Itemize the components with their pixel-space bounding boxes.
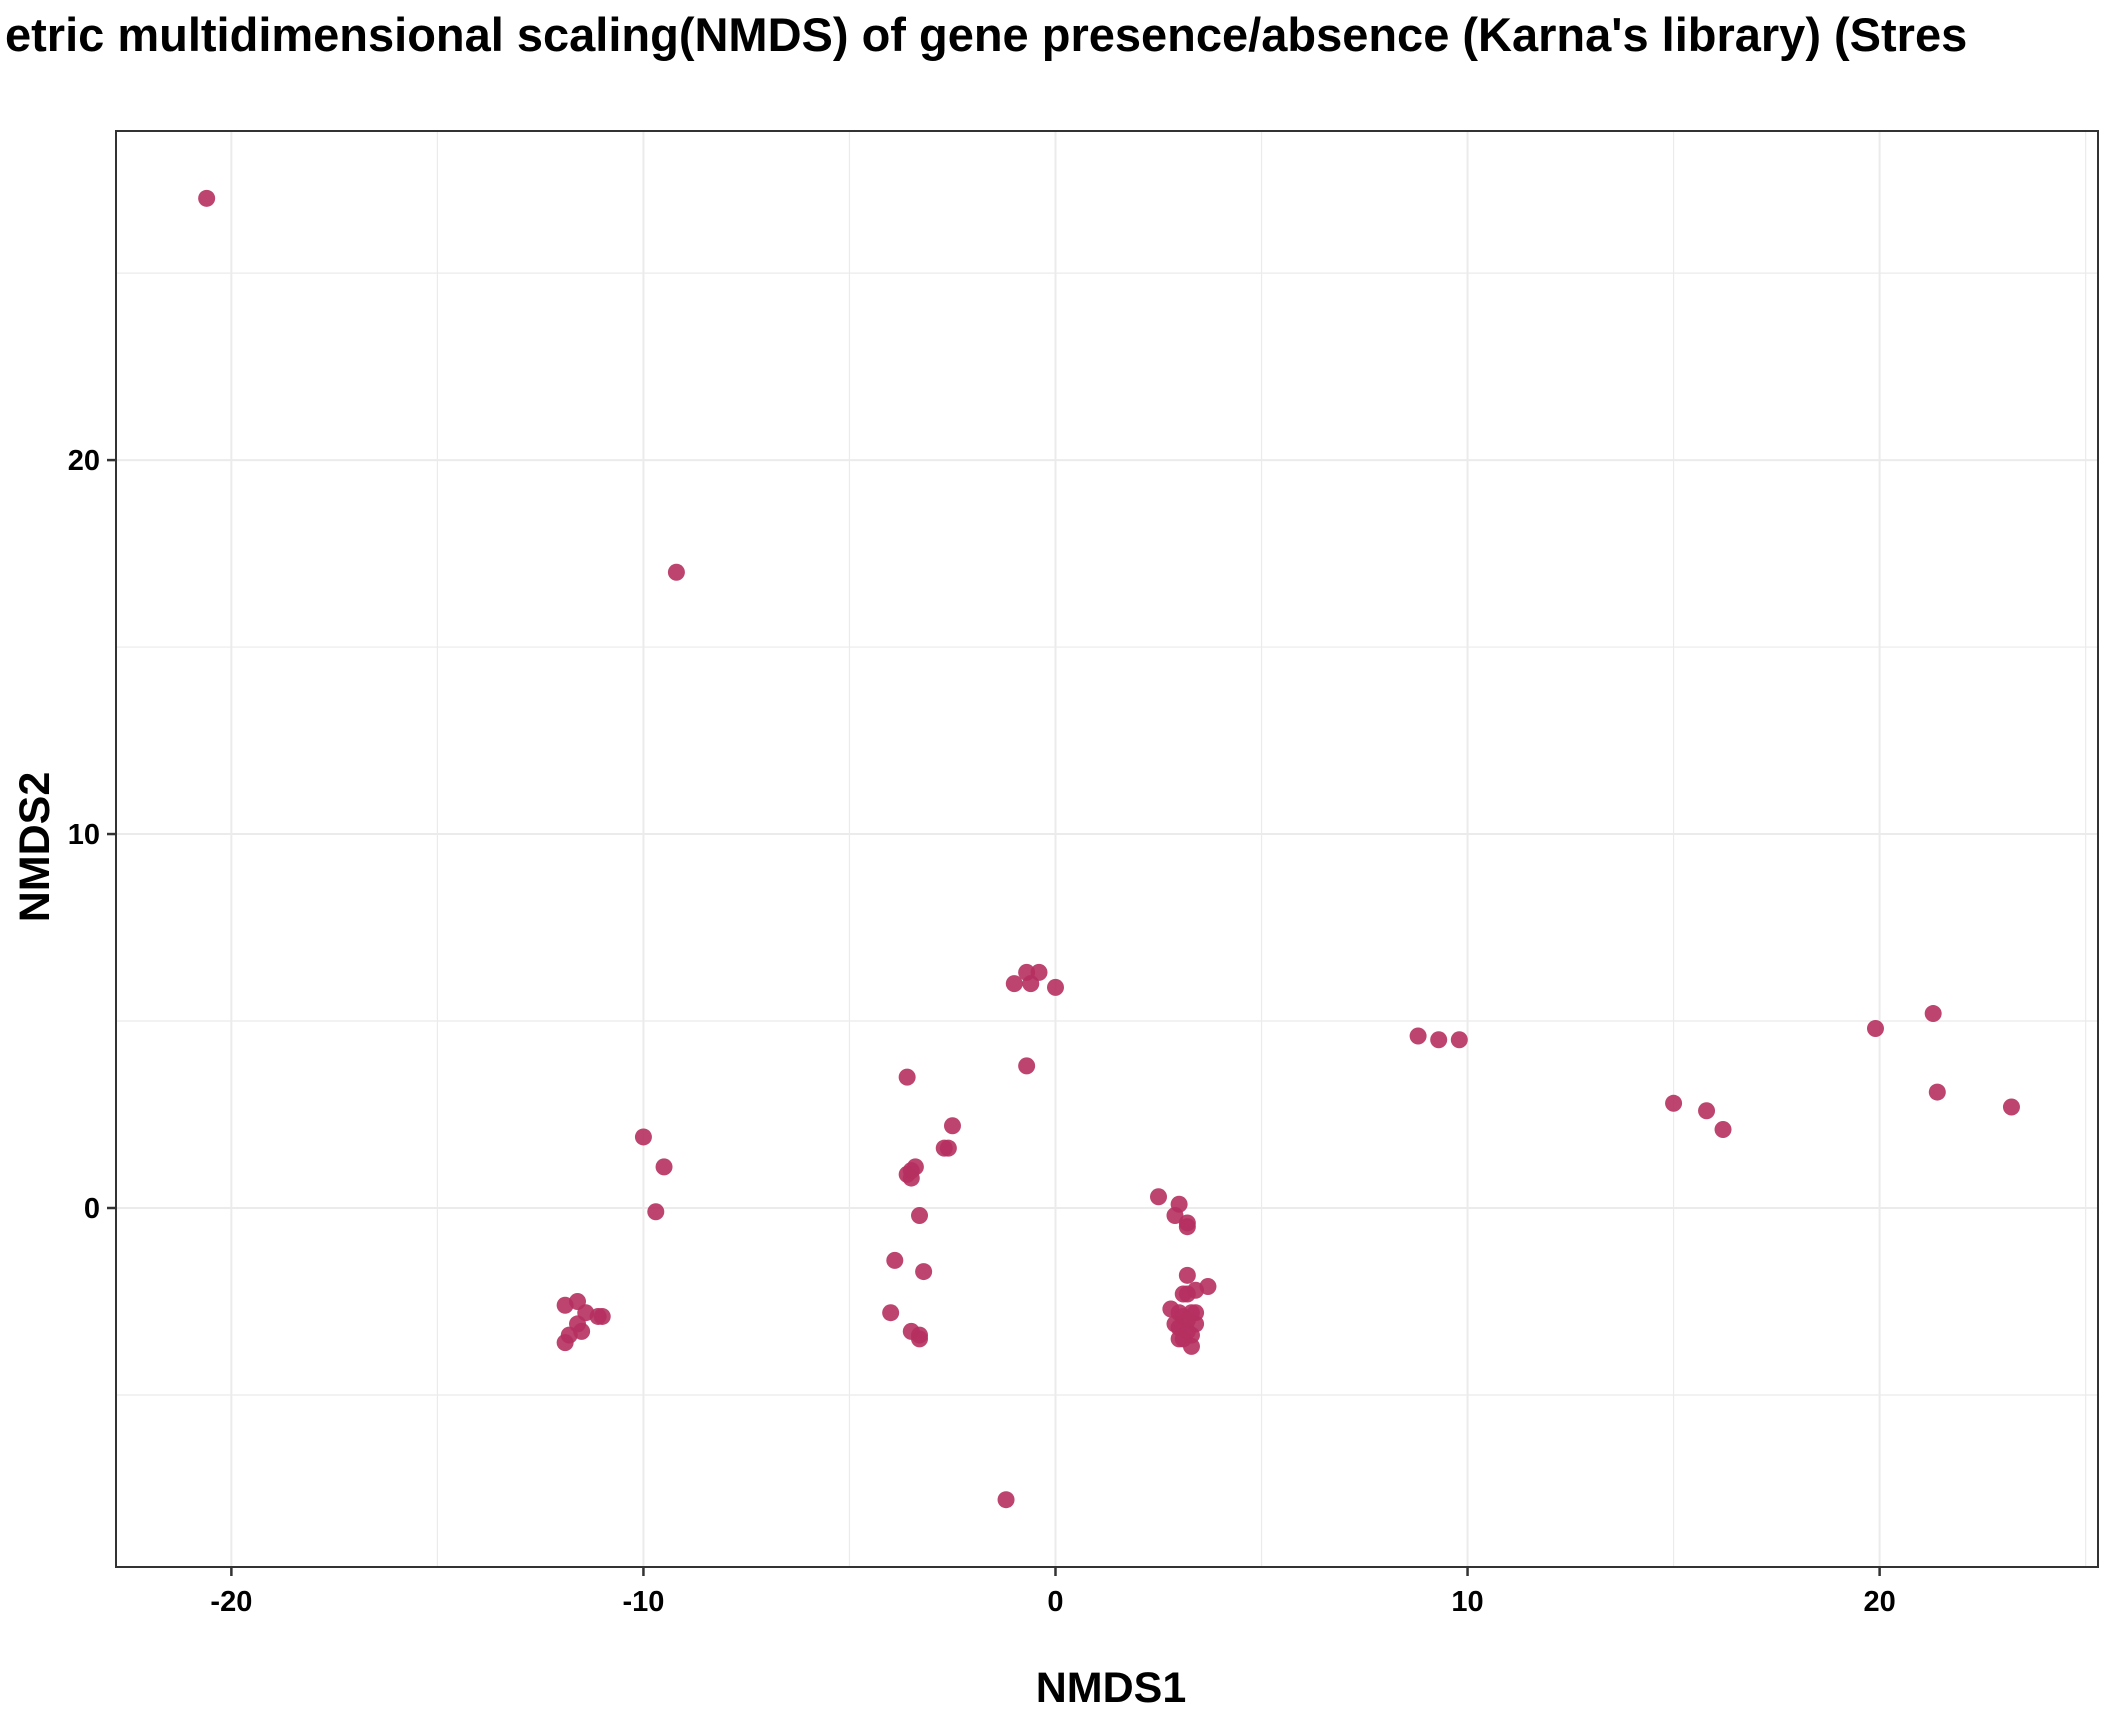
data-point — [1450, 1031, 1468, 1049]
data-point — [2002, 1098, 2020, 1116]
data-point — [1182, 1337, 1200, 1355]
y-tick-label: 0 — [84, 1193, 100, 1225]
x-tick-label: -10 — [622, 1586, 664, 1618]
data-point — [1924, 1005, 1942, 1023]
data-point — [911, 1206, 929, 1224]
data-point — [1150, 1188, 1168, 1206]
data-point — [997, 1491, 1015, 1509]
data-point — [1665, 1094, 1683, 1112]
data-point — [1714, 1120, 1732, 1138]
data-point — [898, 1068, 916, 1086]
data-point — [647, 1203, 665, 1221]
data-point — [1174, 1285, 1192, 1303]
data-points — [198, 189, 2020, 1509]
plot-panel-border — [115, 130, 2099, 1568]
data-point — [1170, 1330, 1188, 1348]
x-tick-label: 20 — [1863, 1586, 1895, 1618]
data-point — [1928, 1083, 1946, 1101]
data-point — [593, 1307, 611, 1325]
x-tick-label: 10 — [1451, 1586, 1483, 1618]
data-point — [886, 1251, 904, 1269]
data-point — [1046, 978, 1064, 996]
data-point — [915, 1263, 933, 1281]
y-axis: 0 10 20 — [68, 445, 116, 1225]
grid-lines — [116, 131, 2098, 1567]
data-point — [1178, 1218, 1196, 1236]
data-point — [939, 1139, 957, 1157]
y-tick-label: 20 — [68, 445, 100, 477]
x-tick-label: 0 — [1047, 1586, 1063, 1618]
data-point — [1698, 1102, 1716, 1120]
y-tick-label: 10 — [68, 819, 100, 851]
y-axis-title: NMDS2 — [11, 772, 59, 923]
data-point — [655, 1158, 673, 1176]
x-axis: -20 -10 0 10 20 — [210, 1567, 1896, 1618]
x-axis-title: NMDS1 — [1036, 1664, 1187, 1712]
data-point — [882, 1304, 900, 1322]
data-point — [667, 563, 685, 581]
data-point — [198, 189, 216, 207]
data-point — [1430, 1031, 1448, 1049]
data-point — [902, 1169, 920, 1187]
data-point — [634, 1128, 652, 1146]
data-point — [1005, 975, 1023, 993]
data-point — [943, 1117, 961, 1135]
data-point — [1409, 1027, 1427, 1045]
data-point — [911, 1330, 929, 1348]
data-point — [1030, 963, 1048, 981]
data-point — [1166, 1206, 1184, 1224]
data-point — [556, 1334, 574, 1352]
data-point — [1018, 1057, 1036, 1075]
data-point — [1178, 1266, 1196, 1284]
x-tick-label: -20 — [210, 1586, 252, 1618]
data-point — [1866, 1020, 1884, 1037]
chart-title: etric multidimensional scaling(NMDS) of … — [5, 8, 1967, 61]
